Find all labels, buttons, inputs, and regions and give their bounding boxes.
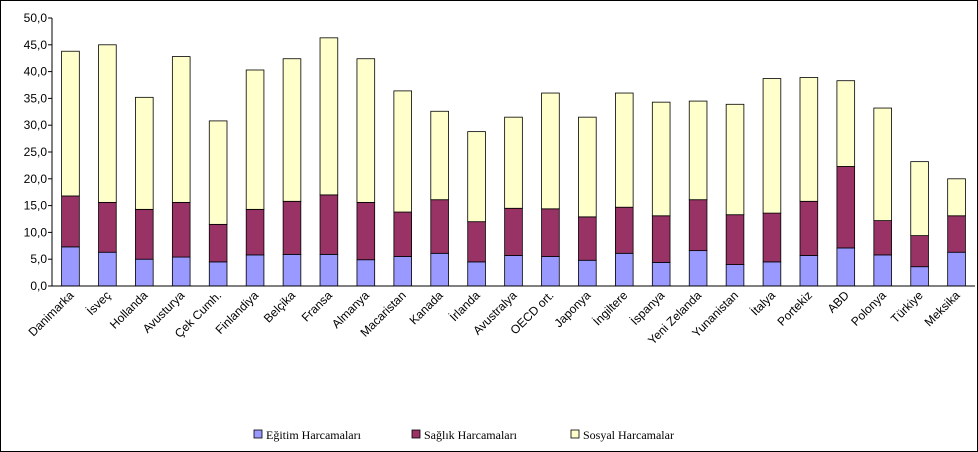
bar-segment [245,69,265,210]
y-tick-label: 5,0 [30,252,47,266]
bar-segment [910,235,929,268]
bar-segment [208,223,228,263]
bar-segment [873,220,892,256]
bar-segment [725,214,745,265]
bar-segment [282,253,302,287]
bar-segment [319,253,339,287]
legend-label: Sağlık Harcamaları [424,428,518,442]
bar-segment [393,211,413,257]
bar-segment [135,258,154,287]
bar-segment [541,208,560,257]
bar-segment [541,92,560,210]
bar-segment [836,247,856,287]
bar-segment [614,92,634,208]
bar-segment [356,201,376,261]
bar-segment [947,215,966,253]
bar-segment [504,207,523,256]
bar-segment [504,116,523,209]
bar-segment [282,58,302,202]
bar-segment [873,107,892,222]
bar-segment [282,200,302,255]
bar-segment [688,199,708,252]
bar-segment [356,58,376,203]
bar-segment [171,56,191,203]
bar-segment [98,44,117,203]
bar-segment [208,261,228,287]
bar-segment [836,166,856,249]
bar-segment [578,259,597,287]
bar-segment [799,255,819,287]
bar-segment [910,161,929,237]
bar-segment [356,259,376,287]
bar-segment [799,77,819,202]
bar-segment [762,212,782,263]
bar-segment [504,255,523,287]
y-tick-label: 15,0 [24,199,48,213]
bar-segment [762,261,782,287]
y-tick-label: 30,0 [24,118,48,132]
bar-segment [467,221,486,263]
bar-segment [799,200,819,256]
bar-segment [245,254,265,287]
bar-segment [651,262,671,287]
legend-label: Sosyal Harcamalar [583,428,674,442]
bar-segment [430,199,449,254]
bar-segment [947,178,966,217]
bar-segment [208,120,228,225]
bar-segment [614,252,634,287]
bar-segment [614,206,634,254]
bar-segment [541,256,560,287]
bar-segment [61,50,80,197]
bar-segment [430,252,449,287]
bar-segment [651,215,671,263]
legend-swatch [253,429,263,439]
bar-segment [430,110,449,201]
y-tick-label: 40,0 [24,65,48,79]
bar-segment [98,201,117,253]
y-tick-label: 45,0 [24,38,48,52]
bar-segment [725,264,745,287]
bar-segment [319,37,339,196]
bar-segment [393,90,413,213]
bar-segment [910,266,929,287]
legend-label: Eğitim Harcamaları [266,428,362,442]
bar-segment [98,251,117,287]
bar-segment [578,216,597,261]
legend-swatch [411,429,421,439]
bar-segment [61,246,80,287]
bar-segment [135,208,154,260]
y-tick-label: 20,0 [24,172,48,186]
y-tick-label: 35,0 [24,91,48,105]
bar-segment [467,131,486,223]
bar-segment [578,116,597,218]
bar-segment [947,251,966,287]
bar-segment [688,250,708,287]
bar-segment [836,80,856,167]
bar-segment [393,256,413,287]
bar-segment [725,103,745,216]
bar-segment [135,96,154,210]
legend-swatch [570,429,580,439]
bar-segment [171,201,191,258]
bar-segment [651,101,671,217]
bar-segment [688,100,708,201]
bar-segment [873,254,892,287]
y-tick-label: 25,0 [24,145,48,159]
bar-segment [171,256,191,287]
bar-segment [762,78,782,214]
bar-segment [245,208,265,256]
bar-segment [61,195,80,248]
bar-segment [467,261,486,287]
y-tick-label: 10,0 [24,225,48,239]
y-tick-label: 50,0 [24,11,48,25]
y-tick-label: 0,0 [30,279,47,293]
bar-segment [319,194,339,255]
